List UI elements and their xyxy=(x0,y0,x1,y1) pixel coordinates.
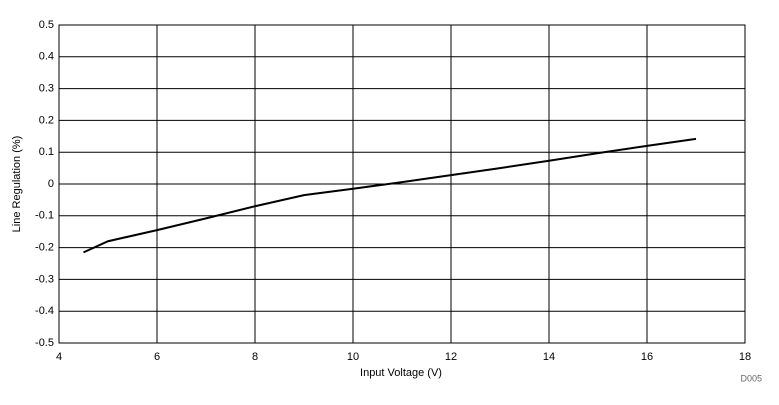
y-tick-label: -0.5 xyxy=(35,337,54,349)
x-tick-label: 10 xyxy=(347,351,359,363)
y-tick-label: -0.2 xyxy=(35,242,54,254)
x-tick-label: 4 xyxy=(56,351,62,363)
x-tick-label: 18 xyxy=(739,351,751,363)
x-axis-label: Input Voltage (V) xyxy=(360,367,442,379)
x-tick-label: 16 xyxy=(641,351,653,363)
x-tick-label: 6 xyxy=(154,351,160,363)
watermark: D005 xyxy=(740,373,762,383)
y-tick-label: 0.1 xyxy=(39,146,54,158)
y-tick-label: 0.4 xyxy=(39,51,54,63)
y-axis-label: Line Regulation (%) xyxy=(11,136,23,233)
y-tick-label: 0 xyxy=(48,178,54,190)
data-line xyxy=(83,137,697,254)
y-tick-label: 0.2 xyxy=(39,114,54,126)
x-tick-label: 8 xyxy=(252,351,258,363)
y-tick-label: -0.1 xyxy=(35,210,54,222)
y-tick-label: -0.4 xyxy=(35,305,54,317)
x-tick-label: 14 xyxy=(543,351,555,363)
plot-frame xyxy=(58,24,746,344)
y-tick-label: 0.5 xyxy=(39,19,54,31)
y-tick-label: -0.3 xyxy=(35,273,54,285)
x-tick-label: 12 xyxy=(445,351,457,363)
y-tick-label: 0.3 xyxy=(39,83,54,95)
